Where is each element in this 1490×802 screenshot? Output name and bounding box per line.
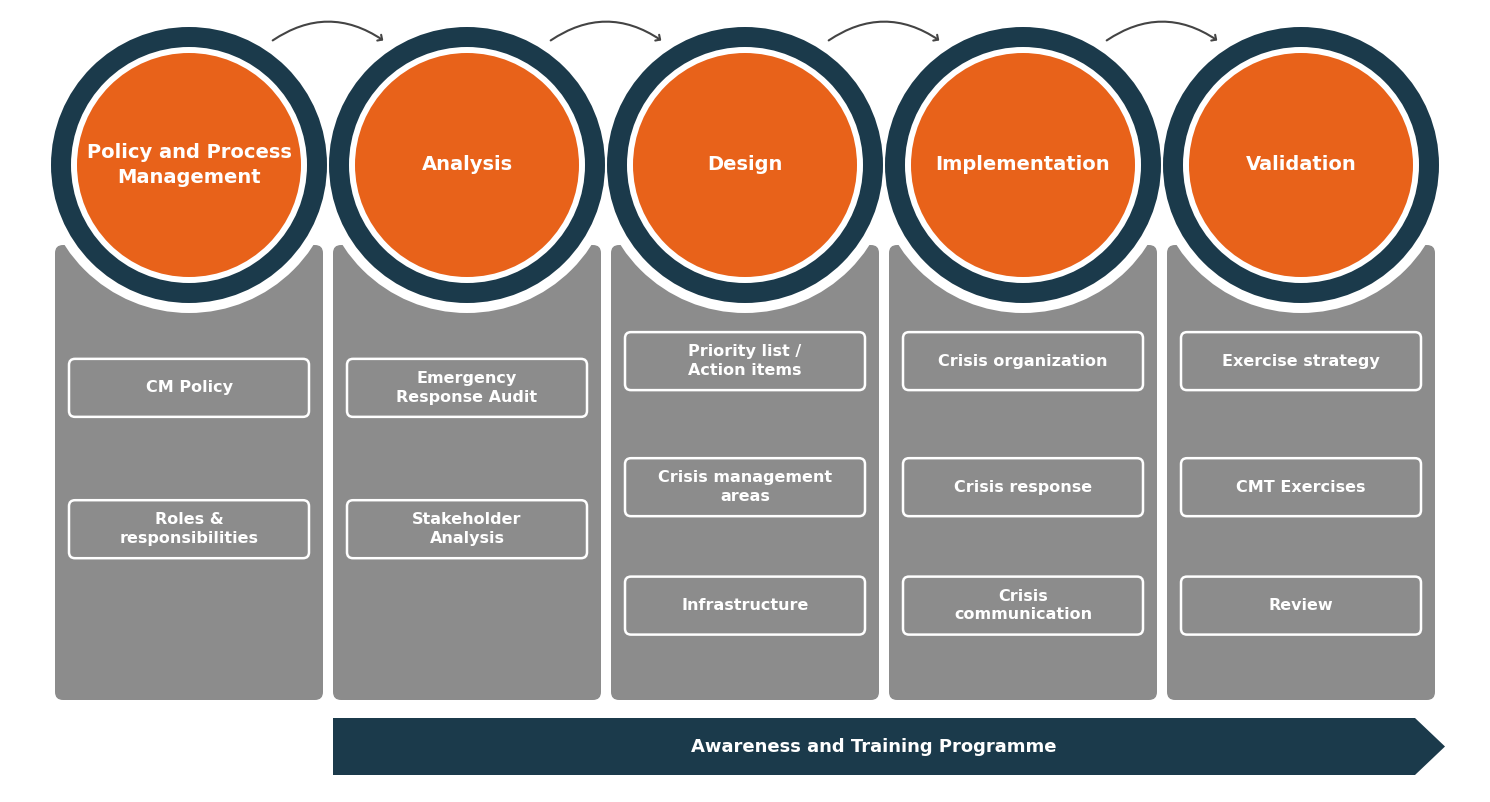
FancyBboxPatch shape [903,458,1143,516]
Text: Crisis management
areas: Crisis management areas [659,471,831,504]
FancyBboxPatch shape [624,458,866,516]
Circle shape [904,47,1141,283]
FancyBboxPatch shape [903,577,1143,634]
Text: Awareness and Training Programme: Awareness and Training Programme [691,738,1056,755]
Circle shape [875,17,1171,313]
FancyBboxPatch shape [624,577,866,634]
Circle shape [627,47,863,283]
Text: Validation: Validation [1246,156,1356,175]
FancyBboxPatch shape [890,245,1158,700]
FancyBboxPatch shape [347,500,587,558]
Text: Roles &
responsibilities: Roles & responsibilities [119,512,258,546]
Text: Emergency
Response Audit: Emergency Response Audit [396,371,538,405]
Text: Crisis response: Crisis response [954,480,1092,495]
Text: Exercise strategy: Exercise strategy [1222,354,1380,369]
Circle shape [606,27,884,303]
FancyBboxPatch shape [903,332,1143,390]
Polygon shape [332,718,1445,775]
Text: Priority list /
Action items: Priority list / Action items [688,344,802,378]
Circle shape [77,53,301,277]
FancyBboxPatch shape [69,358,308,417]
FancyBboxPatch shape [1167,245,1435,700]
FancyBboxPatch shape [611,245,879,700]
Circle shape [1164,27,1439,303]
Text: CM Policy: CM Policy [146,380,232,395]
Text: Crisis
communication: Crisis communication [954,589,1092,622]
Circle shape [1183,47,1418,283]
FancyBboxPatch shape [1182,577,1421,634]
Circle shape [72,47,307,283]
Text: Stakeholder
Analysis: Stakeholder Analysis [413,512,522,546]
Text: Crisis organization: Crisis organization [939,354,1107,369]
Text: Review: Review [1268,598,1334,613]
FancyBboxPatch shape [332,245,600,700]
FancyBboxPatch shape [55,245,323,700]
Circle shape [319,17,615,313]
Circle shape [1189,53,1413,277]
Circle shape [355,53,580,277]
Circle shape [1153,17,1448,313]
Text: CMT Exercises: CMT Exercises [1237,480,1366,495]
Circle shape [349,47,586,283]
FancyBboxPatch shape [347,358,587,417]
FancyBboxPatch shape [69,500,308,558]
Text: Policy and Process
Management: Policy and Process Management [86,144,292,187]
FancyBboxPatch shape [1182,458,1421,516]
FancyBboxPatch shape [624,332,866,390]
Text: Implementation: Implementation [936,156,1110,175]
FancyBboxPatch shape [1182,332,1421,390]
Text: Analysis: Analysis [422,156,513,175]
Circle shape [51,27,326,303]
Text: Infrastructure: Infrastructure [681,598,809,613]
Circle shape [42,17,337,313]
Circle shape [633,53,857,277]
Circle shape [597,17,893,313]
Circle shape [329,27,605,303]
Text: Design: Design [708,156,782,175]
Circle shape [910,53,1135,277]
Circle shape [885,27,1161,303]
